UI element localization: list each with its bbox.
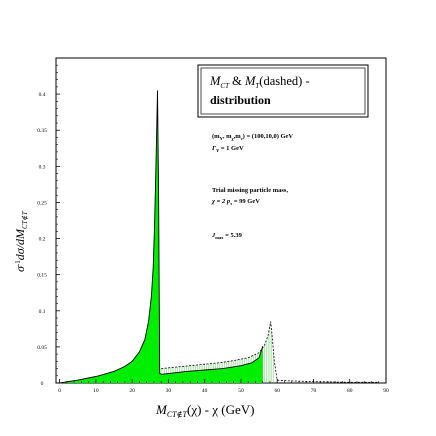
x-tick-label: 70 xyxy=(311,388,317,394)
chart-title-line-1: MCT & MT(dashed) - xyxy=(209,74,310,90)
x-tick-label: 50 xyxy=(238,388,244,394)
annotation-trial-mass: Trial missing particle mass, xyxy=(212,187,288,194)
title-box: MCT & MT(dashed) - distribution xyxy=(197,64,369,118)
annotation-width: ΓY = 1 GeV xyxy=(211,145,244,153)
x-tick-label: 10 xyxy=(93,388,99,394)
y-tick-label: 0.3 xyxy=(39,164,46,170)
mct-solid-line xyxy=(59,90,264,384)
chart-title-line-2: distribution xyxy=(210,93,271,107)
annotations: (mY, mχ,mν) = (100,10,0) GeV ΓY = 1 GeV … xyxy=(211,133,293,240)
annotation-jmax: Jmax = 5.39 xyxy=(211,232,243,240)
y-tick-label: 0 xyxy=(41,381,44,387)
x-tick-label: 20 xyxy=(129,388,135,394)
y-tick-label: 0.15 xyxy=(37,273,47,279)
mt-dashed-line xyxy=(161,321,379,383)
y-axis-ticks: 0 0.05 0.1 0.15 0.2 0.25 0.3 0.35 0.4 xyxy=(37,64,60,387)
y-tick-label: 0.2 xyxy=(39,237,46,243)
y-tick-label: 0.1 xyxy=(39,309,46,315)
y-tick-label: 0.25 xyxy=(37,200,47,206)
x-tick-label: 90 xyxy=(383,388,389,394)
y-axis-label: σ-1dσ/dMCT∉T xyxy=(13,210,29,272)
x-tick-label: 60 xyxy=(274,388,280,394)
plot-area: 0 10 20 30 40 50 60 70 80 90 00.050.10.150.20.250… xyxy=(37,57,389,394)
x-tick-label: 30 xyxy=(166,388,172,394)
annotation-chi: χ = 2 pτ = 99 GeV xyxy=(211,198,260,206)
x-tick-label: 80 xyxy=(347,388,353,394)
y-tick-label: 0.35 xyxy=(37,128,47,134)
annotation-masses: (mY, mχ,mν) = (100,10,0) GeV xyxy=(212,133,293,141)
mct-solid-series xyxy=(59,90,264,384)
x-axis-label: MCT∉T(χ) - χ (GeV) xyxy=(155,402,254,419)
x-tick-label: 40 xyxy=(202,388,208,394)
y-tick-label: 0.4 xyxy=(39,92,46,98)
x-tick-label: 0 xyxy=(58,388,61,394)
x-axis-ticks: 0 10 20 30 40 50 60 70 80 90 xyxy=(58,379,389,394)
y-tick-label: 0.05 xyxy=(37,345,47,351)
